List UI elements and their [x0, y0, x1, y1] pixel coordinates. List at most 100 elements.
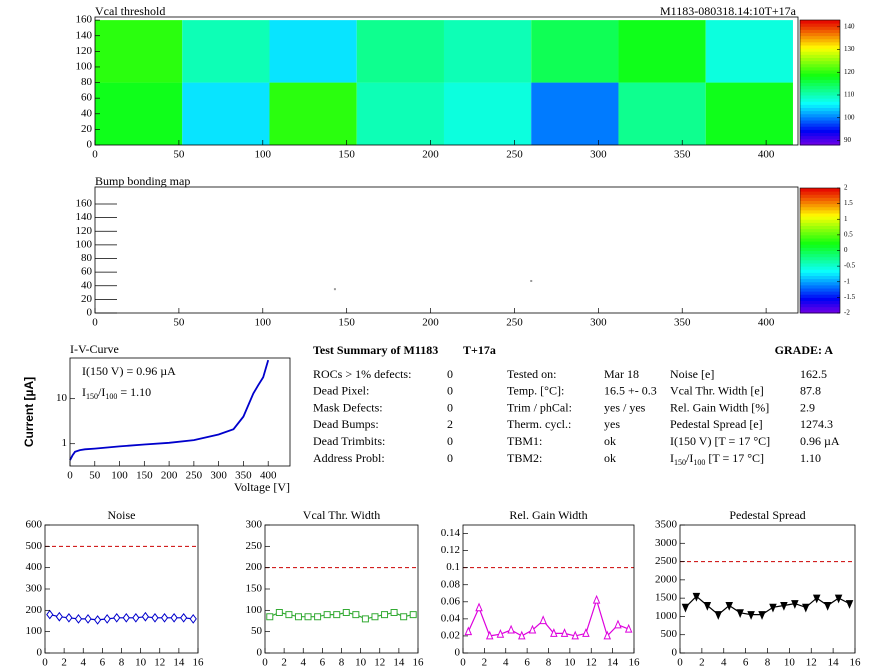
data-marker: [390, 608, 398, 616]
x-tick-label: 300: [590, 317, 607, 329]
summary-label: Dead Pixel:: [313, 384, 369, 398]
summary-label: Trim / phCal:: [507, 400, 572, 414]
color-scale-label: 1.5: [844, 199, 853, 207]
color-scale-step: [800, 104, 840, 108]
plot-border: [94, 186, 799, 314]
chart-title: Rel. Gain Width: [509, 508, 587, 522]
data-marker: [624, 623, 633, 633]
x-tick-label: 6: [320, 657, 326, 669]
data-marker: [560, 628, 569, 637]
x-tick-label: 0: [460, 657, 466, 669]
data-marker: [304, 613, 312, 621]
x-tick-label: 0: [67, 470, 73, 482]
color-scale-step: [800, 48, 840, 52]
chart-subtitle: M1183-080318.14:10T+17a: [660, 4, 797, 18]
dead-bump: [530, 279, 533, 282]
y-tick-label: 20: [81, 123, 93, 135]
color-scale-label: 110: [844, 91, 855, 99]
data-marker: [170, 612, 178, 623]
color-scale-label: -0.5: [844, 262, 856, 270]
color-scale-label: 90: [844, 136, 852, 144]
y-tick-label: 10: [56, 392, 68, 404]
y-tick-label: 160: [76, 198, 93, 210]
color-scale-step: [800, 135, 840, 140]
color-scale-step: [800, 79, 840, 83]
summary-value: 0.96 µA: [800, 434, 840, 448]
y-tick-label: 0: [87, 307, 93, 319]
data-marker: [55, 611, 63, 622]
subscript: 100: [693, 458, 705, 467]
x-tick-label: 0: [92, 149, 98, 161]
data-marker: [496, 628, 505, 638]
x-tick-label: 8: [546, 657, 552, 669]
data-marker: [122, 612, 130, 623]
data-marker: [113, 612, 121, 623]
x-tick-label: 12: [806, 657, 817, 669]
summary-value: yes / yes: [604, 400, 646, 414]
heatmap-cell: [443, 82, 532, 145]
y-tick-label: 20: [81, 293, 93, 305]
chart-title: Bump bonding map: [95, 174, 190, 188]
summary-value: 0: [447, 400, 453, 414]
x-tick-label: 250: [506, 317, 523, 329]
color-scale-label: 1: [844, 215, 848, 223]
color-scale-label: 100: [844, 113, 855, 121]
heatmap-cell: [618, 20, 706, 83]
x-tick-label: 2: [482, 657, 488, 669]
color-scale-step: [800, 126, 840, 130]
annotation: I150/I100 = 1.10: [82, 385, 151, 402]
y-tick-label: 100: [76, 238, 93, 250]
data-marker: [539, 615, 547, 625]
heatmap-cell: [269, 82, 357, 145]
y-tick-label: 100: [26, 625, 43, 637]
data-line: [69, 359, 270, 461]
color-scale-label: -2: [844, 309, 850, 317]
text-part: /I: [686, 451, 693, 465]
y-tick-label: 140: [76, 29, 93, 41]
color-scale-step: [800, 29, 840, 33]
data-marker: [160, 612, 169, 623]
y-tick-label: 60: [81, 92, 93, 104]
data-marker: [582, 628, 590, 637]
color-scale-step: [800, 76, 840, 80]
x-tick-label: 50: [173, 149, 185, 161]
color-scale-step: [800, 259, 840, 264]
data-marker: [46, 609, 54, 620]
data-marker: [285, 611, 293, 619]
data-marker: [845, 600, 854, 609]
plot-frame: [680, 525, 855, 653]
color-scale-step: [800, 63, 840, 68]
x-tick-label: 400: [758, 317, 775, 329]
text-part: I: [82, 385, 86, 399]
heatmap-cell: [531, 82, 619, 145]
x-tick-label: 6: [524, 657, 530, 669]
summary-value: 0: [447, 434, 453, 448]
data-marker: [294, 613, 302, 621]
x-tick-label: 300: [210, 470, 227, 482]
data-marker: [371, 613, 379, 621]
y-tick-label: 250: [246, 540, 263, 552]
y-axis-label: Current [µA]: [22, 377, 36, 447]
y-tick-label: 0.14: [441, 527, 461, 539]
summary-label: Rel. Gain Width [%]: [670, 400, 769, 414]
data-marker: [352, 611, 360, 619]
x-tick-label: 350: [674, 149, 691, 161]
y-tick-label: 100: [76, 60, 93, 72]
x-tick-label: 250: [186, 470, 203, 482]
y-tick-label: 80: [81, 76, 93, 88]
heatmap-cell: [618, 82, 706, 145]
x-tick-label: 10: [135, 657, 147, 669]
subscript: 100: [105, 392, 117, 401]
color-scale-step: [800, 54, 840, 58]
dead-bump: [333, 288, 336, 291]
y-tick-label: 150: [246, 583, 263, 595]
y-tick-label: 0.06: [441, 595, 461, 607]
color-scale-step: [800, 303, 840, 308]
color-scale-step: [800, 91, 840, 96]
data-marker: [528, 624, 537, 634]
color-scale-step: [800, 272, 840, 276]
data-marker: [93, 615, 102, 625]
data-marker: [592, 594, 601, 604]
color-scale-step: [800, 306, 840, 311]
y-tick-label: 0.1: [446, 561, 460, 573]
